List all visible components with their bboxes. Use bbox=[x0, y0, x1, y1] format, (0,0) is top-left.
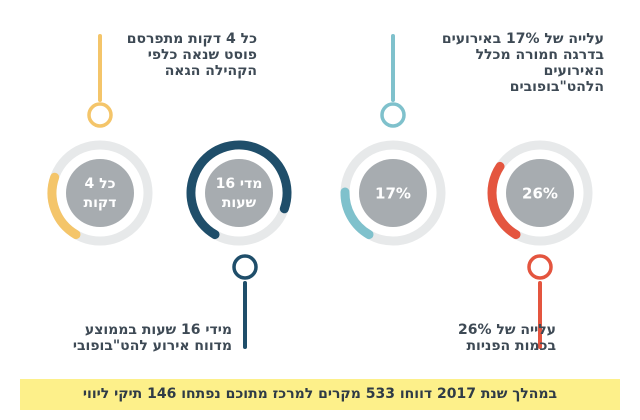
inner-label-line-2: שעות bbox=[222, 195, 257, 211]
inner-label-line-2: דקות bbox=[84, 195, 117, 211]
item-twenty-six-percent: 26% bbox=[487, 140, 593, 349]
caption-seventeen-percent: עלייה של 17% באירועים בדרגה חמורה מכלל ה… bbox=[442, 31, 604, 95]
caption-line: בדרגה חמורה מכלל bbox=[475, 47, 604, 63]
caption-line: הלהט"בופובים bbox=[509, 79, 604, 95]
summary-banner: במהלך שנת 2017 דווחו 533 מקרים למרכז מתו… bbox=[20, 379, 620, 410]
caption-line: עלייה של 17% באירועים bbox=[441, 31, 604, 47]
ring-progress-arc bbox=[340, 187, 374, 240]
ring-progress-arc bbox=[186, 140, 292, 240]
caption-line: בכמות הפניות bbox=[466, 338, 556, 354]
inner-label-line-1: מדי 16 bbox=[216, 176, 263, 192]
ring-progress-arc bbox=[47, 172, 81, 240]
connector-dot bbox=[232, 254, 258, 280]
caption-line: כל 4 דקות מתפרסם bbox=[126, 31, 257, 47]
caption-line: מדווח אירוע להט"בופובי bbox=[72, 338, 232, 354]
connector-dot bbox=[87, 102, 113, 128]
inner-disc bbox=[66, 159, 134, 227]
connector-dot bbox=[527, 254, 553, 280]
caption-every-16-hours: מידי 16 שעות בממוצע מדווח אירוע להט"בופו… bbox=[73, 322, 232, 354]
caption-line: הקהילה הגאה bbox=[164, 63, 257, 79]
connector-dot bbox=[380, 102, 406, 128]
inner-label: 26% bbox=[522, 185, 558, 203]
item-every-16-hours: מדי 16 שעות bbox=[186, 140, 292, 349]
item-seventeen-percent: 17% bbox=[340, 34, 446, 246]
inner-disc bbox=[506, 159, 574, 227]
inner-label: 17% bbox=[375, 185, 411, 203]
inner-disc bbox=[359, 159, 427, 227]
caption-every-4-minutes: כל 4 דקות מתפרסם פוסט שנאה כלפי הקהילה ה… bbox=[127, 31, 257, 79]
caption-line: עלייה של 26% bbox=[457, 322, 556, 338]
caption-twenty-six-percent: עלייה של 26% בכמות הפניות bbox=[458, 322, 556, 354]
caption-line: האירועים bbox=[543, 63, 604, 79]
inner-label-line-1: כל 4 bbox=[84, 176, 115, 192]
inner-disc bbox=[205, 159, 273, 227]
ring-progress-arc bbox=[487, 161, 521, 240]
caption-line: פוסט שנאה כלפי bbox=[147, 47, 257, 63]
item-every-4-minutes: כל 4 דקות bbox=[47, 34, 153, 246]
caption-line: מידי 16 שעות בממוצע bbox=[84, 322, 232, 338]
